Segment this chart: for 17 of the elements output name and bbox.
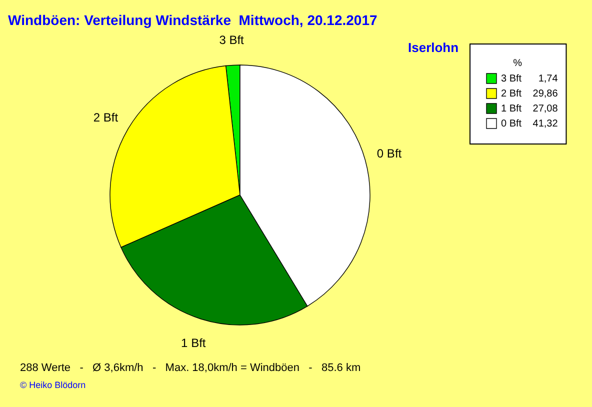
data-label: 29,86 xyxy=(532,88,558,100)
slice-label: 0 Bft xyxy=(376,146,402,160)
chart-subtitle: Iserlohn xyxy=(408,40,459,55)
data-label: 27,08 xyxy=(532,104,558,114)
text: 288 Werte - Ø 3,6km/h - Max. 18,0km/h = Windböen - 85.6 km xyxy=(20,362,361,374)
data-label: 41,32 xyxy=(532,118,558,130)
text: © Heiko Blödorn xyxy=(20,380,86,390)
legend-label: 0 Bft xyxy=(501,118,522,130)
chart-title: Windböen: Verteilung Windstärke Mittwoch, 20.12.2017 xyxy=(8,12,378,28)
legend-title: % xyxy=(513,58,522,69)
legend-label: 1 Bft xyxy=(501,104,522,114)
slice-label: 1 Bft xyxy=(181,336,206,350)
legend-label: 2 Bft xyxy=(501,88,522,100)
data-label: 1,74 xyxy=(538,74,558,84)
slice-label: 2 Bft xyxy=(93,110,119,125)
legend-label: 3 Bft xyxy=(501,74,522,84)
slice-label: 3 Bft xyxy=(219,33,245,48)
